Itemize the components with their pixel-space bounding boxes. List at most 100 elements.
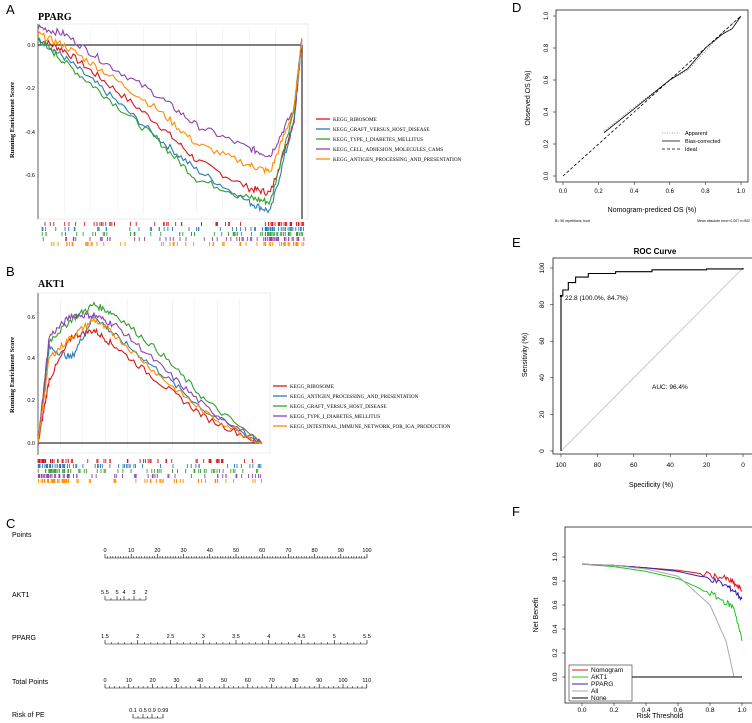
tick-label: 0.99	[158, 708, 169, 714]
tick-label: 0	[103, 548, 106, 554]
series-line	[37, 36, 303, 214]
series-line	[37, 38, 303, 197]
tick-label: 2.5	[167, 634, 175, 640]
panel-a-rug	[41, 222, 305, 246]
tick-label: 1.5	[101, 634, 109, 640]
panel-f-frame	[564, 526, 752, 704]
nomogram-row-points: Points	[12, 532, 32, 539]
panel-d-xlabel: Nomogram-prediced OS (%)	[608, 207, 697, 214]
panel-f-ticks: 0.0 0.2 0.4 0.6 0.8 1.0 0.0 0.2 0.4 0.6 0.8 1.0	[552, 552, 747, 714]
legend-label: Ideal	[685, 147, 697, 153]
y-tick-label: 80	[539, 301, 546, 309]
series-line	[37, 327, 263, 445]
series-line	[37, 316, 263, 445]
panel-a-letter: A	[6, 2, 15, 17]
legend-label: AKT1	[591, 674, 608, 681]
panel-b-ytick: 0.6	[27, 315, 35, 321]
legend-label: KEGG_TYPE_I_DIABETES_MELLITUS	[290, 414, 380, 420]
panel-d-foot-right: Mean absolute error=0.007 n=502	[697, 219, 750, 223]
series-line	[581, 563, 735, 678]
x-tick-label: 0.8	[705, 707, 714, 714]
panel-a-gridlines	[64, 27, 276, 214]
x-tick-label: 0.0	[577, 707, 586, 714]
panel-f-series	[581, 563, 743, 678]
panel-f-letter: F	[512, 504, 520, 519]
x-tick-label: 0.8	[701, 189, 710, 195]
panel-f-xlabel: Risk Threshold	[637, 713, 684, 720]
panel-e-ylabel: Sensitivity (%)	[522, 333, 529, 377]
panel-a-ytick: -0.4	[26, 130, 35, 136]
y-tick-label: 0.8	[552, 576, 559, 585]
panel-b-ytick: 0.2	[27, 398, 35, 404]
series-line	[581, 563, 743, 592]
y-tick-label: 0.4	[552, 624, 559, 633]
panel-b: B AKT1 0.6 0.4 0.2 0.0 Running Enrichmen…	[6, 264, 451, 483]
tick-label: 40	[197, 678, 203, 684]
panel-e-letter: E	[512, 235, 521, 250]
legend-label: KEGG_RIBOSOME	[333, 117, 377, 123]
panel-a-ytick: -0.2	[26, 86, 35, 92]
y-tick-label: 0.2	[544, 139, 550, 148]
panel-e-series	[559, 267, 744, 452]
roc-curve	[560, 268, 744, 451]
tick-label: 40	[207, 548, 213, 554]
y-tick-label: 1.0	[552, 552, 559, 561]
legend-label: Bias-corrected	[685, 139, 720, 145]
panel-b-series	[37, 301, 263, 447]
tick-label: 90	[338, 548, 344, 554]
series-line	[37, 24, 303, 158]
legend-label: KEGG_INTESTINAL_IMMUNE_NETWORK_FOR_IGA_P…	[290, 424, 451, 430]
y-tick-label: 40	[539, 374, 546, 382]
nomogram-label: PPARG	[12, 635, 36, 642]
panel-b-y-ticks: 0.6 0.4 0.2 0.0	[27, 315, 35, 447]
x-tick-label: 80	[594, 462, 602, 469]
series-line	[37, 31, 303, 175]
panel-d-frame	[555, 9, 749, 183]
panel-a-ylabel: Running Enrichment Score	[9, 82, 16, 158]
tick-label: 100	[338, 678, 347, 684]
panel-e-ticks: 100 80 60 40 20 0 100 80 60 40 20 0	[539, 262, 745, 469]
panel-d-ticks: 0.0 0.0 0.2 0.2 0.4 0.4 0.6 0.6 0.8 0.8 1.0 1.0	[544, 11, 746, 195]
x-tick-label: 60	[630, 462, 638, 469]
nomogram-row-risk: Risk of PE	[12, 712, 45, 719]
tick-label: 4	[267, 634, 270, 640]
x-tick-label: 20	[703, 462, 711, 469]
legend-label: PPARG	[591, 681, 613, 688]
legend-label: KEGG_GRAFT_VERSUS_HOST_DISEASE	[333, 127, 430, 133]
panel-d-series	[562, 15, 742, 177]
y-tick-label: 0.6	[552, 600, 559, 609]
y-tick-label: 60	[539, 337, 546, 345]
tick-label: 0.9	[148, 708, 156, 714]
x-tick-label: 40	[667, 462, 675, 469]
diagonal-reference	[560, 267, 744, 452]
tick-label: 3.5	[232, 634, 240, 640]
series-line	[37, 311, 263, 447]
nomogram-label: AKT1	[12, 592, 30, 599]
legend-label: KEGG_GRAFT_VERSUS_HOST_DISEASE	[290, 404, 387, 410]
panel-d: D 0.0 0.0 0.2 0.2 0.4 0.4 0.6 0.6 0.8 0.8 1.0 1.0 N…	[512, 0, 750, 223]
tick-label: 2	[144, 590, 147, 596]
tick-label: 90	[316, 678, 322, 684]
panel-e-frame	[552, 257, 752, 455]
legend-label: KEGG_TYPE_I_DIABETES_MELLITUS	[333, 137, 423, 143]
series-line	[581, 563, 743, 602]
series-line	[581, 563, 743, 642]
panel-e-xlabel: Specificity (%)	[629, 482, 673, 489]
x-tick-label: 0.2	[609, 707, 618, 714]
panel-b-gene: AKT1	[38, 279, 65, 290]
tick-label: 5.5	[363, 634, 371, 640]
panel-a-plot-area	[37, 23, 309, 220]
panel-c: C Points AKT1 PPARG Total Points Risk of…	[6, 516, 372, 719]
panel-a: A PPARG 0.0 -0.2 -0.4 -0.6 Running Enric…	[6, 2, 462, 246]
y-tick-label: 1.0	[544, 11, 550, 20]
x-tick-label: 100	[556, 462, 567, 469]
legend-label: Nomogram	[591, 667, 623, 674]
tick-label: 20	[150, 678, 156, 684]
panel-d-legend: Apparent Bias-corrected Ideal	[662, 131, 720, 153]
legend-label: Apparent	[685, 131, 708, 137]
nomogram-row-pparg: PPARG	[12, 635, 36, 642]
tick-label: 50	[221, 678, 227, 684]
tick-label: 0.1	[129, 708, 137, 714]
